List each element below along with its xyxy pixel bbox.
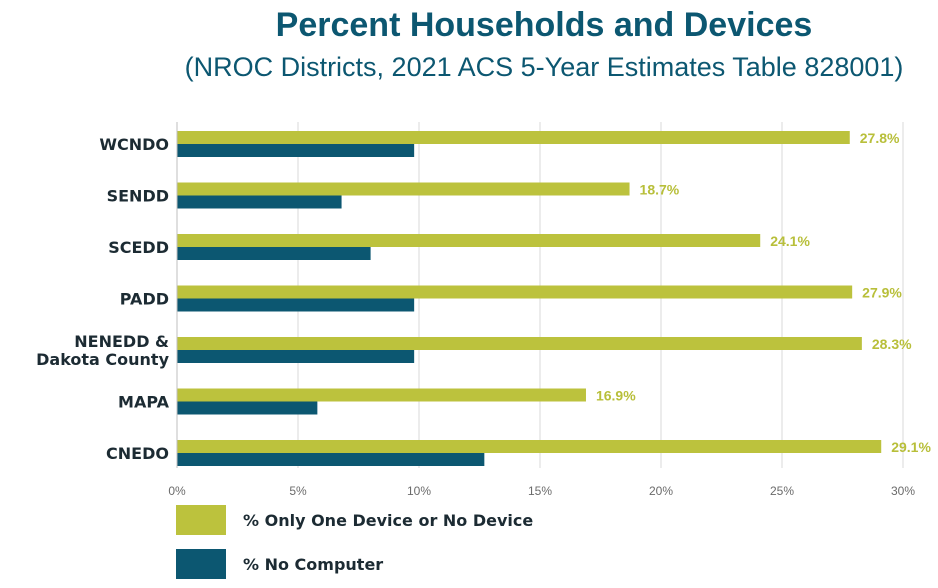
legend-swatch	[176, 549, 226, 579]
data-label: 16.9%	[596, 388, 636, 404]
data-label: 29.1%	[891, 439, 931, 455]
category-label: SENDD	[107, 187, 169, 206]
bar-no-computer	[177, 195, 342, 209]
x-tick-label: 10%	[407, 484, 431, 498]
category-label: PADD	[120, 290, 169, 309]
bar-one-device	[177, 131, 850, 144]
bar-no-computer	[177, 401, 318, 415]
category-label: WCNDO	[99, 135, 169, 154]
legend-swatch	[176, 505, 226, 535]
x-tick-label: 25%	[770, 484, 794, 498]
legend-label: % No Computer	[243, 555, 383, 574]
bar-one-device	[177, 285, 853, 299]
chart-title: Percent Households and Devices	[275, 6, 813, 44]
category-label: SCEDD	[108, 238, 169, 257]
x-tick-label: 30%	[891, 484, 915, 498]
bar-one-device	[177, 440, 882, 453]
category-label: CNEDO	[106, 444, 169, 463]
data-label: 28.3%	[872, 336, 912, 352]
bar-no-computer	[177, 298, 415, 312]
bar-no-computer	[177, 247, 371, 260]
x-tick-label: 20%	[649, 484, 673, 498]
category-label: Dakota County	[36, 350, 169, 369]
category-label: NENEDD &	[74, 332, 169, 351]
bar-one-device	[177, 182, 630, 196]
data-label: 27.8%	[860, 130, 900, 146]
bar-one-device	[177, 388, 586, 402]
bar-no-computer	[177, 453, 485, 466]
category-label: MAPA	[118, 393, 170, 412]
bar-one-device	[177, 337, 862, 350]
bar-no-computer	[177, 144, 415, 157]
x-tick-label: 15%	[528, 484, 552, 498]
bar-no-computer	[177, 350, 415, 363]
legend-label: % Only One Device or No Device	[243, 511, 533, 530]
x-tick-label: 5%	[289, 484, 307, 498]
chart-subtitle: (NROC Districts, 2021 ACS 5-Year Estimat…	[184, 52, 904, 82]
data-label: 18.7%	[640, 182, 680, 198]
bar-one-device	[177, 234, 761, 247]
data-label: 27.9%	[862, 285, 902, 301]
data-label: 24.1%	[770, 233, 810, 249]
x-tick-label: 0%	[168, 484, 186, 498]
